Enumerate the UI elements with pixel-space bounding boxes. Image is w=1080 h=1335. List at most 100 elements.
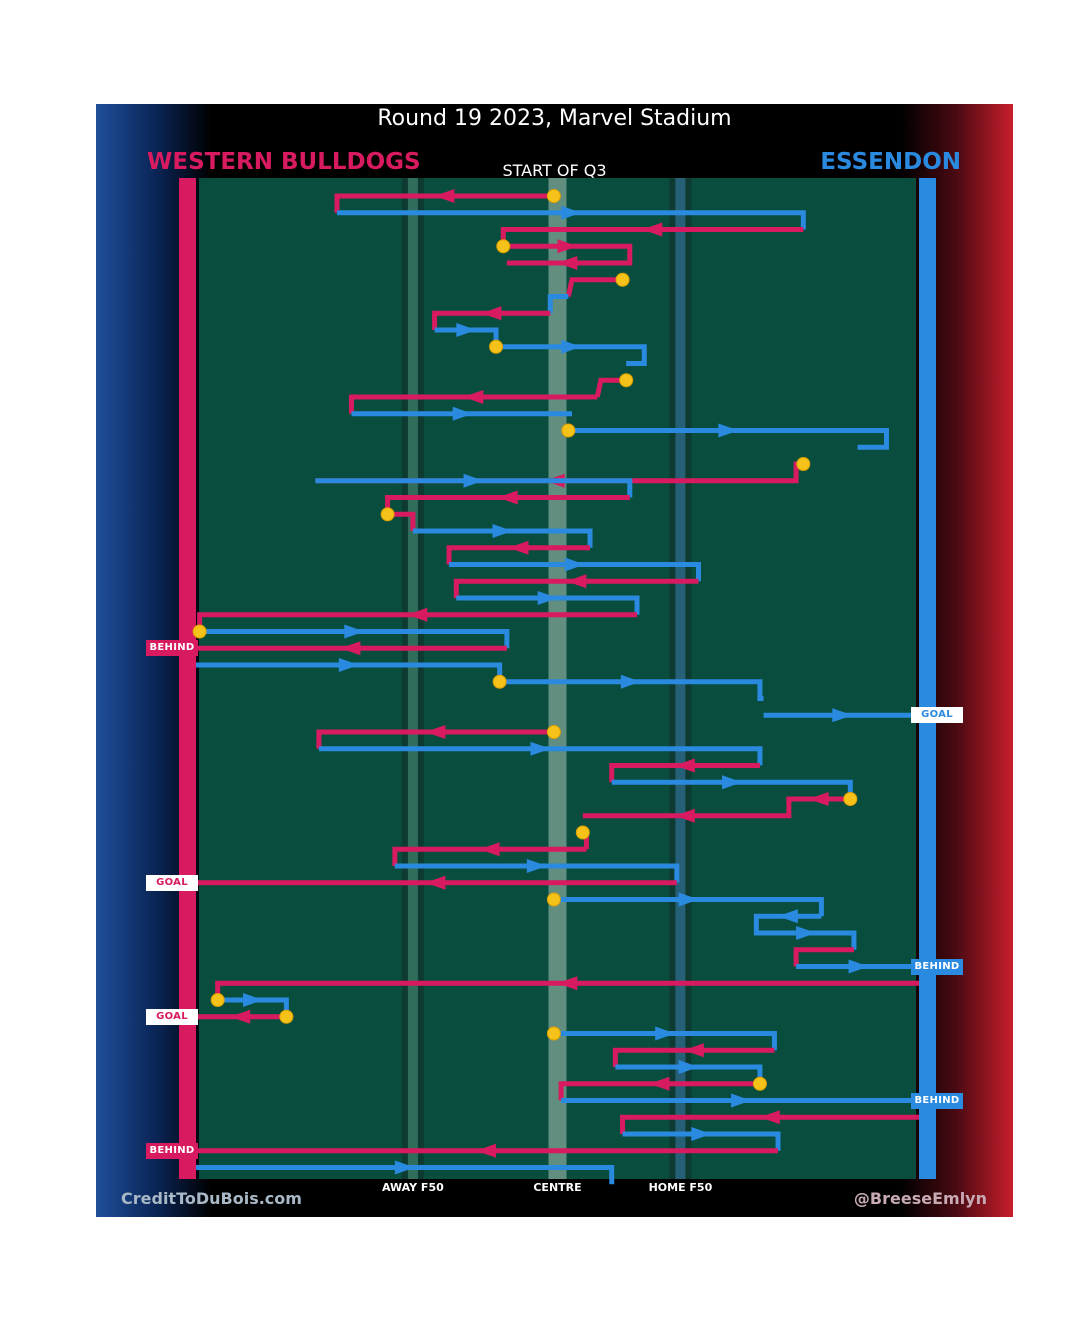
chain-arrow (777, 909, 798, 924)
chain-away (315, 478, 633, 498)
chain-start-marker (496, 239, 511, 254)
chain-arrow (722, 775, 743, 790)
chain-arrow (759, 1110, 780, 1125)
chain-arrow (564, 557, 585, 572)
chain-arrow (344, 624, 365, 639)
chain-arrow (479, 842, 500, 857)
chain-arrow (530, 741, 551, 756)
chain-arrow (476, 1143, 497, 1158)
chain-arrow (561, 339, 582, 354)
chain-home (348, 394, 598, 414)
chain-arrow (796, 926, 817, 940)
home-f50-band-core (675, 178, 686, 1179)
chain-away (336, 210, 806, 230)
chain-away (553, 897, 824, 917)
chain-arrow (683, 1043, 704, 1058)
credit-left: CreditToDuBois.com (121, 1189, 302, 1208)
chain-start-marker (561, 423, 576, 438)
x-tick-away-f50: AWAY F50 (382, 1181, 444, 1194)
chain-home (453, 578, 699, 598)
chain-start-marker (546, 189, 561, 203)
behind-label: BEHIND (146, 1142, 198, 1159)
chain-start-marker (489, 339, 504, 354)
chain-start-marker (210, 993, 225, 1007)
chain-arrow (642, 222, 663, 237)
behind-label: BEHIND (146, 640, 198, 657)
chain-home (387, 511, 416, 531)
chain-arrow (497, 490, 518, 505)
chain-start-marker (546, 892, 561, 907)
x-tick-home-f50: HOME F50 (648, 1181, 713, 1194)
chain-arrow (425, 875, 446, 890)
chain-arrow (394, 1160, 415, 1175)
chain-arrow (338, 658, 359, 672)
chain-away (456, 595, 640, 615)
chart-poster: Round 19 2023, Marvel Stadium WESTERN BU… (96, 104, 1013, 1217)
chain-away (547, 294, 569, 314)
chain-arrow (678, 1060, 699, 1074)
chain-arrow (463, 390, 484, 404)
goal-label: GOAL (911, 707, 963, 724)
chain-arrow (340, 641, 361, 656)
chain-arrow (526, 859, 547, 873)
chain-away (553, 1031, 777, 1051)
home-goal-line (179, 178, 196, 1179)
chain-arrow (243, 993, 264, 1007)
chain-arrow (407, 607, 428, 622)
chain-home (446, 545, 591, 565)
chain-away (318, 746, 763, 766)
chain-arrow (557, 976, 578, 991)
away-team-name: ESSENDON (820, 149, 961, 175)
chain-home (612, 1047, 775, 1067)
chain-start-marker (575, 825, 590, 840)
chain-arrow (674, 758, 695, 773)
chain-arrow (808, 792, 829, 806)
chain-start-marker (796, 457, 811, 471)
behind-label: BEHIND (911, 1092, 963, 1109)
chain-start-marker (380, 507, 395, 522)
chain-arrow (481, 306, 502, 321)
chain-arrow (557, 256, 578, 270)
chain-arrow (456, 323, 477, 337)
chain-home (392, 846, 587, 866)
goal-label: GOAL (146, 874, 198, 891)
chain-arrow (674, 808, 695, 823)
chain-chart (179, 178, 936, 1185)
chain-arrow (561, 205, 582, 220)
chain-away (196, 1165, 615, 1185)
chain-home (334, 193, 554, 213)
chain-home (620, 1114, 919, 1134)
chain-arrow (649, 1076, 670, 1091)
chain-home (565, 277, 623, 298)
credit-right: @BreeseEmlyn (853, 1189, 987, 1208)
chain-arrow (620, 674, 641, 689)
chain-start-marker (619, 373, 634, 388)
chain-arrow (678, 892, 699, 907)
behind-label: BEHIND (911, 958, 963, 975)
away-goal-line (919, 178, 936, 1179)
chain-home (558, 1081, 760, 1101)
chain-arrow (731, 1093, 752, 1108)
chain-arrow (508, 540, 529, 555)
chain-away (449, 562, 701, 582)
chain-start-marker (192, 624, 207, 639)
chain-start-marker (546, 725, 561, 739)
chain-home (594, 377, 627, 398)
chain-start-marker (752, 1076, 767, 1091)
chain-arrow (537, 591, 558, 605)
chain-arrow (691, 1127, 712, 1141)
chart-title: Round 19 2023, Marvel Stadium (377, 106, 732, 131)
x-tick-centre: CENTRE (533, 1181, 582, 1194)
chain-arrow (848, 959, 869, 974)
chain-home (432, 310, 551, 330)
away-f50-band-core (407, 178, 418, 1179)
chain-arrow (492, 524, 513, 538)
chain-arrow (655, 1026, 676, 1041)
chain-arrow (557, 239, 578, 254)
chain-away (622, 1131, 781, 1151)
chain-arrow (230, 1009, 251, 1024)
chain-away (394, 863, 680, 883)
chain-home (793, 947, 854, 967)
chain-arrow (434, 189, 455, 203)
chain-start-marker (279, 1009, 294, 1024)
